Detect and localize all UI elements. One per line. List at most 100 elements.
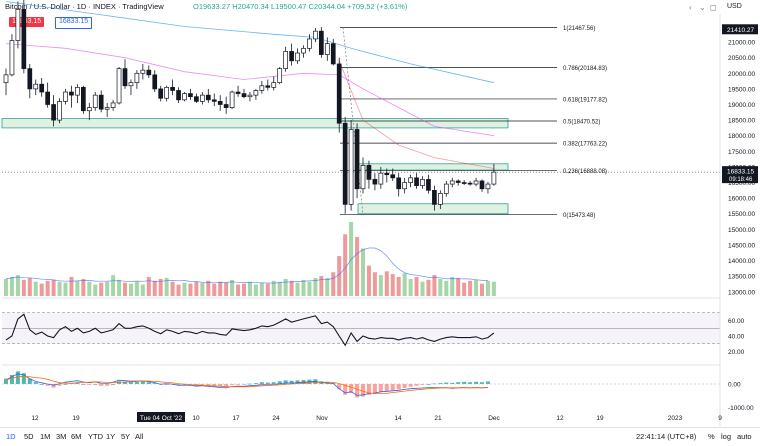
candle-body — [289, 51, 294, 62]
volume-bar — [378, 275, 383, 296]
candle-body — [390, 174, 396, 179]
chevron-down-icon[interactable]: ⌄ — [699, 3, 706, 12]
macd-histogram-bar — [372, 384, 377, 394]
candle-body — [45, 91, 51, 105]
macd-signal-line — [5, 375, 488, 395]
macd-histogram-bar — [384, 384, 389, 392]
volume-bar — [4, 278, 8, 296]
volume-bar — [271, 280, 276, 296]
currency-label[interactable]: USD — [727, 3, 742, 10]
volume-bar — [200, 282, 205, 296]
volume-bar — [206, 280, 211, 296]
ma-100-line — [5, 43, 494, 137]
candle-body — [241, 93, 247, 98]
volume-bar — [99, 282, 104, 296]
volume-bar — [123, 282, 127, 296]
timeframe-5y[interactable]: 5Y — [121, 432, 131, 441]
candle-body — [170, 86, 175, 91]
chevron-left-icon[interactable]: ‹ — [689, 3, 692, 12]
macd-histogram-bar — [271, 382, 276, 384]
fib-level-label: 1(21467.56) — [563, 26, 595, 32]
macd-histogram-bar — [426, 384, 431, 385]
candle-body — [372, 179, 378, 185]
timeframe-6m[interactable]: 6M — [71, 432, 82, 441]
candle-body — [461, 182, 467, 184]
candle-body — [75, 86, 80, 96]
scale-option-percent[interactable]: % — [708, 432, 715, 441]
macd-histogram-bar — [444, 382, 449, 384]
timeframe-ytd[interactable]: YTD — [88, 432, 103, 441]
sell-price-box[interactable]: 16833.15 — [9, 17, 45, 27]
candle-body — [336, 63, 342, 124]
volume-bar — [444, 280, 449, 296]
macd-histogram-bar — [236, 384, 241, 385]
current-price-label-bg — [722, 166, 758, 184]
macd-histogram-bar — [9, 375, 14, 384]
chart-canvas[interactable]: 1(21467.56) 0.786(20184.83) 0.618(19177.82… — [0, 0, 760, 427]
timeframe-1d[interactable]: 1D — [6, 432, 16, 441]
candle-body — [319, 30, 324, 55]
macd-histogram-bar — [277, 381, 282, 384]
buy-price-box[interactable]: 16833.15 — [55, 17, 93, 29]
timeframe-3m[interactable]: 3M — [56, 432, 67, 441]
candle-body — [414, 177, 419, 186]
macd-histogram-bar — [402, 384, 407, 388]
macd-histogram-bar — [480, 382, 484, 384]
candle-body — [33, 83, 39, 90]
volume-bar — [75, 280, 80, 296]
time-tick-label: Dec — [488, 415, 500, 422]
candle-body — [354, 129, 360, 190]
candle-body — [360, 165, 366, 190]
macd-histogram-bar — [176, 384, 181, 386]
price-tick-label: 15000.00 — [728, 227, 755, 234]
macd-histogram-bar — [146, 382, 151, 384]
timeframe-all[interactable]: All — [135, 432, 144, 441]
price-tick-label: 21000.00 — [728, 40, 755, 47]
volume-bar — [301, 279, 306, 296]
candle-body — [205, 94, 211, 101]
volume-bar — [182, 282, 187, 296]
fib-level-label: 0.236(16888.08) — [563, 169, 607, 175]
volume-bar — [27, 277, 32, 296]
candle-body — [473, 180, 479, 185]
fib-level-label: 0(15473.48) — [563, 213, 595, 219]
timeframe-1m[interactable]: 1M — [40, 432, 51, 441]
candle-body — [92, 94, 98, 108]
volume-bar — [170, 281, 175, 296]
candle-body — [438, 193, 443, 205]
volume-bar — [462, 282, 467, 296]
volume-bar — [81, 278, 86, 296]
volume-bar — [355, 237, 360, 296]
volume-bar — [432, 275, 437, 296]
volume-bar — [337, 256, 342, 296]
price-tick-label: 14000.00 — [728, 258, 755, 265]
price-axis: 21000.00 20500.00 20000.00 19500.00 19000.00… — [2, 14, 758, 426]
candle-body — [69, 91, 74, 96]
candle-body — [342, 122, 348, 205]
time-tick-label: 9 — [718, 415, 722, 422]
macd-histogram-bar — [134, 381, 139, 384]
candle-body — [295, 52, 300, 62]
volume-bar — [325, 277, 330, 296]
volume-bar — [117, 279, 122, 296]
macd-histogram-bar — [337, 384, 342, 390]
macd-histogram-bar — [27, 378, 32, 384]
volume-bar — [468, 280, 473, 296]
utc-clock[interactable]: 22:41:14 (UTC+8) — [636, 432, 697, 441]
macd-histogram-bar — [462, 381, 467, 384]
price-tick-label: 18000.00 — [728, 133, 755, 140]
timeframe-5d[interactable]: 5D — [24, 432, 34, 441]
time-tick-label: 17 — [232, 415, 240, 422]
maximize-icon[interactable]: ◻ — [710, 3, 717, 12]
scale-option-log[interactable]: log — [721, 432, 732, 441]
macd-histogram-bar — [63, 384, 68, 385]
candlesticks — [3, 0, 497, 214]
rsi-tick-label: 60.00 — [728, 318, 745, 325]
scale-option-auto[interactable]: auto — [737, 432, 752, 441]
macd-histogram-bar — [355, 384, 360, 398]
time-axis: 12 19 Tue 04 Oct '22 10 17 24 Nov 14 21 Dec 12 19 20… — [31, 412, 722, 422]
volume-bar — [491, 281, 496, 296]
macd-histogram-bar — [15, 371, 20, 384]
symbol-title[interactable]: Bitcoin / U.S. Dollar · 1D · INDEX · Tra… — [5, 2, 164, 11]
timeframe-1y[interactable]: 1Y — [106, 432, 116, 441]
